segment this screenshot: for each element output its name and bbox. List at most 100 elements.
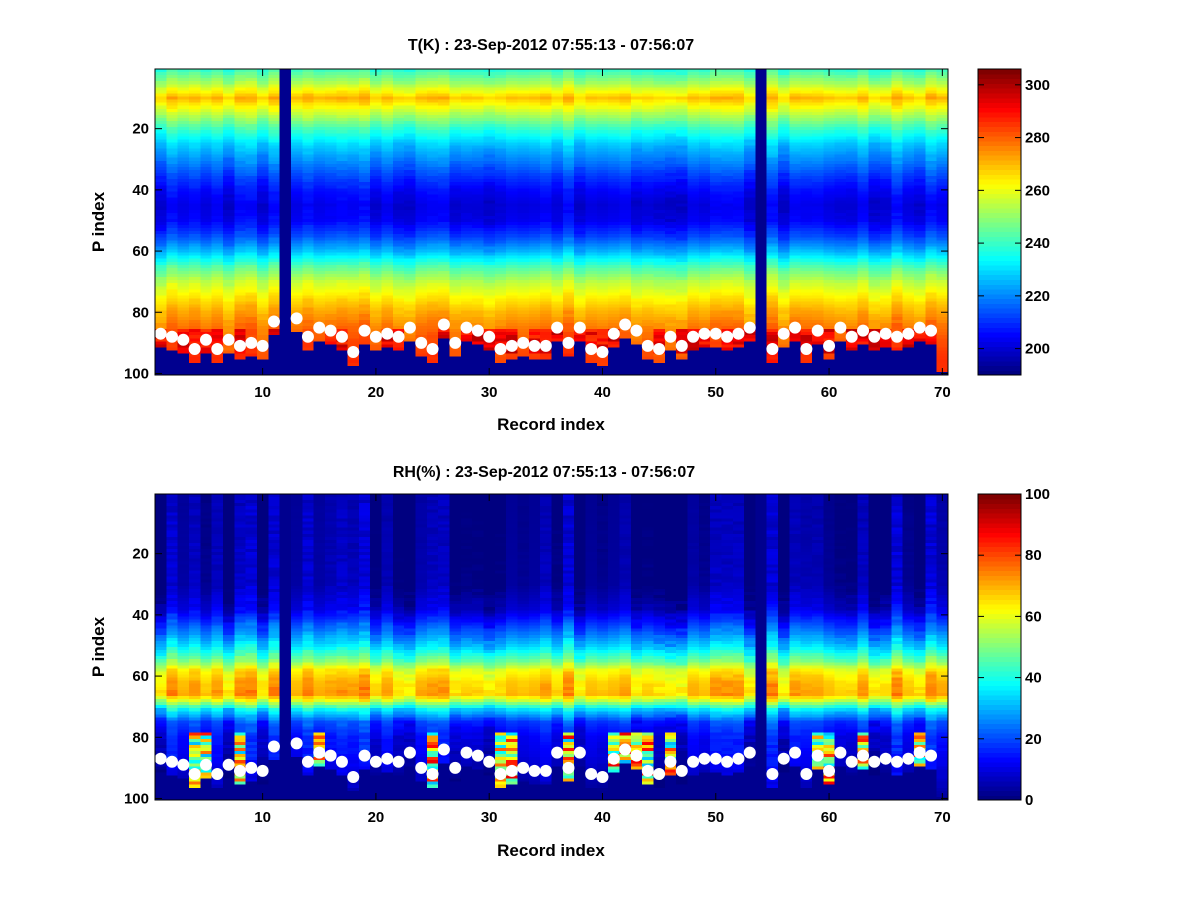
heatmap-cell (687, 127, 700, 131)
heatmap-cell (336, 72, 349, 76)
heatmap-cell (313, 228, 326, 232)
heatmap-cell (562, 206, 575, 211)
heatmap-cell (710, 151, 723, 156)
heatmap-cell (585, 228, 598, 232)
heatmap-cell (687, 90, 700, 95)
heatmap-cell (540, 206, 553, 211)
heatmap-cell (517, 301, 530, 306)
heatmap-cell (324, 117, 337, 122)
heatmap-cell (336, 130, 349, 134)
heatmap-cell (245, 243, 258, 248)
heatmap-cell (279, 173, 292, 177)
heatmap-cell (438, 90, 451, 95)
heatmap-cell (177, 84, 190, 88)
heatmap-cell (324, 182, 337, 186)
heatmap-cell (392, 252, 405, 257)
heatmap-cell (596, 124, 609, 128)
heatmap-cell (166, 117, 179, 122)
heatmap-cell (188, 304, 201, 309)
heatmap-cell (574, 84, 587, 88)
heatmap-cell (506, 222, 519, 226)
heatmap-cell (347, 270, 360, 275)
heatmap-cell (676, 313, 689, 318)
heatmap-cell (562, 194, 575, 199)
heatmap-cell (155, 194, 167, 199)
heatmap-cell (506, 335, 519, 339)
heatmap-cell (653, 218, 666, 223)
heatmap-cell (630, 117, 643, 122)
heatmap-cell (426, 78, 439, 82)
heatmap-cell (313, 359, 326, 364)
heatmap-cell (630, 84, 643, 88)
heatmap-cell (222, 261, 235, 266)
heatmap-cell (166, 197, 179, 202)
heatmap-cell (222, 243, 235, 248)
heatmap-cell (642, 173, 655, 177)
heatmap-cell (596, 117, 609, 122)
heatmap-cell (540, 99, 553, 104)
heatmap-cell (211, 78, 224, 82)
heatmap-cell (177, 301, 190, 306)
heatmap-cell (653, 243, 666, 248)
heatmap-cell (551, 371, 564, 376)
heatmap-cell (381, 267, 394, 272)
heatmap-cell (166, 72, 179, 76)
heatmap-cell (653, 332, 666, 336)
heatmap-cell (642, 139, 655, 144)
heatmap-cell (415, 194, 428, 199)
heatmap-cell (234, 359, 247, 364)
heatmap-cell (155, 338, 167, 342)
heatmap-cell (200, 105, 213, 110)
heatmap-cell (177, 87, 190, 92)
heatmap-cell (653, 142, 666, 147)
heatmap-cell (528, 249, 541, 254)
heatmap-cell (460, 203, 473, 208)
heatmap-cell (517, 206, 530, 211)
heatmap-cell (517, 322, 530, 327)
heatmap-cell (664, 84, 677, 88)
heatmap-cell (268, 243, 281, 248)
heatmap-cell (517, 142, 530, 147)
heatmap-cell (698, 286, 711, 290)
heatmap-cell (404, 231, 417, 235)
heatmap-cell (415, 356, 428, 361)
heatmap-cell (438, 307, 451, 312)
heatmap-cell (472, 124, 485, 128)
heatmap-cell (222, 203, 235, 208)
heatmap-cell (370, 286, 383, 290)
heatmap-cell (279, 179, 292, 183)
heatmap-cell (245, 212, 258, 217)
heatmap-cell (290, 283, 303, 287)
heatmap-cell (256, 322, 269, 327)
heatmap-cell (460, 356, 473, 361)
heatmap-cell (200, 78, 213, 82)
heatmap-cell (336, 292, 349, 297)
heatmap-cell (166, 185, 179, 189)
heatmap-cell (517, 139, 530, 144)
heatmap-cell (653, 72, 666, 76)
heatmap-cell (551, 261, 564, 266)
heatmap-cell (540, 163, 553, 168)
heatmap-cell (200, 81, 213, 85)
heatmap-cell (574, 78, 587, 82)
heatmap-cell (324, 270, 337, 275)
heatmap-cell (290, 203, 303, 208)
heatmap-cell (222, 231, 235, 235)
heatmap-cell (177, 169, 190, 174)
heatmap-cell (585, 332, 598, 336)
heatmap-cell (347, 261, 360, 266)
heatmap-cell (483, 90, 496, 95)
heatmap-cell (574, 252, 587, 257)
heatmap-cell (596, 81, 609, 85)
heatmap-cell (256, 154, 269, 159)
heatmap-cell (324, 75, 337, 79)
heatmap-cell (687, 206, 700, 211)
heatmap-cell (494, 84, 507, 88)
heatmap-cell (449, 347, 462, 352)
heatmap-cell (619, 280, 632, 284)
heatmap-cell (404, 142, 417, 147)
heatmap-cell (302, 176, 315, 180)
heatmap-cell (619, 225, 632, 229)
heatmap-cell (528, 310, 541, 315)
heatmap-cell (234, 277, 247, 281)
